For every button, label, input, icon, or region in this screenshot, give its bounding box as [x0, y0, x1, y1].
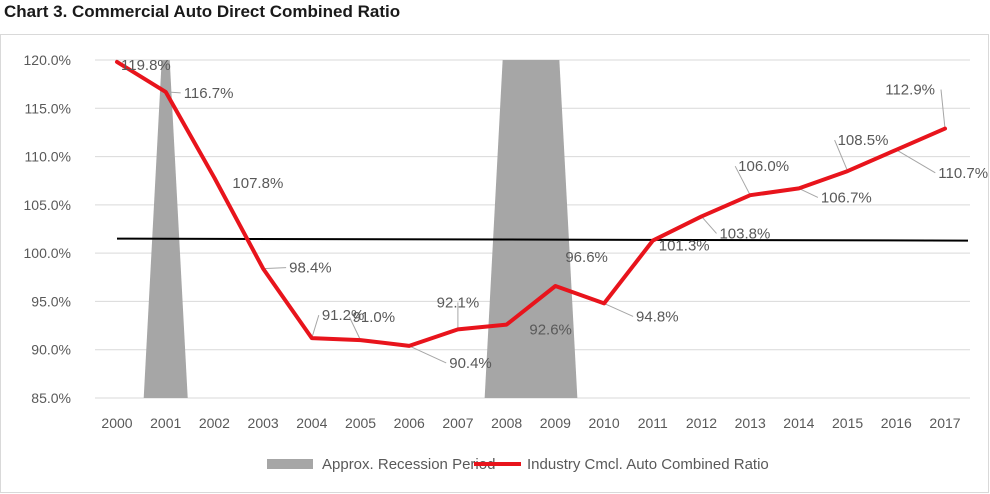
legend: Approx. Recession Period Industry Cmcl. A… — [267, 456, 769, 473]
data-label: 91.2% — [322, 307, 365, 324]
x-tick-label: 2013 — [735, 415, 766, 431]
y-tick-label: 95.0% — [31, 293, 71, 309]
data-label: 116.7% — [184, 85, 234, 102]
data-label: 90.4% — [449, 355, 492, 372]
x-tick-label: 2009 — [540, 415, 571, 431]
y-tick-label: 115.0% — [25, 100, 71, 116]
data-label: 92.1% — [437, 294, 480, 311]
series-group — [115, 59, 947, 348]
legend-label-recession: Approx. Recession Period — [322, 456, 495, 473]
leader-line — [263, 267, 287, 270]
x-tick-label: 2004 — [296, 415, 327, 431]
leader-line — [834, 139, 849, 172]
x-tick-label: 2017 — [929, 415, 960, 431]
y-tick-label: 85.0% — [31, 390, 71, 406]
x-tick-label: 2002 — [199, 415, 230, 431]
data-label: 91.0% — [353, 309, 396, 326]
leader-line — [349, 316, 361, 341]
x-tick-label: 2008 — [491, 415, 522, 431]
data-label: 103.8% — [719, 225, 770, 242]
data-label: 108.5% — [838, 132, 889, 149]
x-tick-label: 2005 — [345, 415, 376, 431]
chart-frame — [0, 34, 989, 493]
recession-bands — [143, 60, 578, 398]
y-tick-label: 110.0% — [25, 149, 71, 165]
reference-line-group — [116, 237, 969, 242]
x-tick-label: 2016 — [881, 415, 912, 431]
y-tick-label: 100.0% — [24, 245, 71, 261]
leader-lines — [165, 89, 946, 364]
recession-band — [484, 60, 578, 398]
y-tick-label: 90.0% — [31, 342, 71, 358]
y-tick-label: 105.0% — [24, 197, 71, 213]
x-tick-label: 2012 — [686, 415, 717, 431]
y-axis: 85.0% 90.0% 95.0% 100.0% 105.0% 110.0% 115.0% 1… — [24, 52, 71, 406]
leader-line — [311, 314, 320, 339]
leader-line — [554, 256, 563, 287]
data-label: 119.8% — [121, 57, 171, 74]
x-tick-label: 2003 — [248, 415, 279, 431]
legend-label-series: Industry Cmcl. Auto Combined Ratio — [527, 456, 769, 473]
y-tick-label: 120.0% — [24, 52, 71, 68]
series-line — [115, 59, 947, 348]
chart-title: Chart 3. Commercial Auto Direct Combined… — [4, 2, 401, 21]
data-label: 98.4% — [289, 260, 332, 277]
data-label: 106.7% — [821, 189, 872, 206]
x-tick-label: 2015 — [832, 415, 863, 431]
leader-line — [940, 89, 946, 129]
data-label: 94.8% — [636, 308, 679, 325]
legend-swatch-recession — [267, 459, 313, 469]
x-tick-label: 2011 — [638, 415, 668, 431]
leader-line — [165, 91, 181, 94]
data-label: 106.0% — [738, 158, 789, 175]
data-labels: 119.8% 116.7% 107.8% 98.4% 91.2%91.0% 90.4% 92… — [121, 57, 988, 372]
x-tick-label: 2007 — [442, 415, 473, 431]
data-label: 92.6% — [529, 322, 572, 339]
data-label: 101.3% — [659, 238, 710, 255]
leader-line — [701, 216, 717, 234]
data-label: 110.7% — [938, 165, 988, 182]
leader-line — [798, 187, 819, 198]
leader-line — [896, 149, 936, 174]
x-axis: 2000 2001 2002 2003 2004 2005 2006 2007 2008 2009… — [101, 415, 960, 431]
reference-line — [116, 237, 969, 242]
leader-line — [408, 345, 447, 364]
x-tick-label: 2000 — [101, 415, 132, 431]
recession-band — [143, 60, 188, 398]
data-label: 96.6% — [565, 249, 608, 266]
data-label: 107.8% — [232, 175, 283, 192]
leader-line — [603, 302, 634, 317]
x-tick-label: 2014 — [783, 415, 814, 431]
x-tick-label: 2006 — [394, 415, 425, 431]
leader-line — [734, 165, 751, 196]
data-label: 112.9% — [885, 82, 935, 99]
x-tick-label: 2001 — [150, 415, 181, 431]
x-tick-label: 2010 — [588, 415, 619, 431]
